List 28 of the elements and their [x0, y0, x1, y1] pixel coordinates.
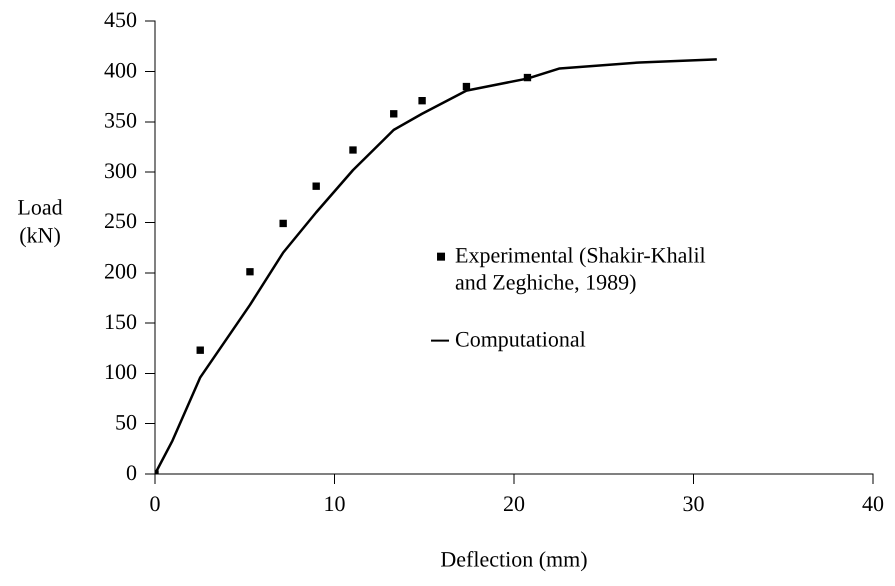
x-tick-label: 10 [324, 490, 346, 516]
point [390, 110, 398, 118]
y-tick-label: 350 [104, 108, 137, 133]
y-tick-label: 50 [115, 409, 137, 434]
y-tick-label: 450 [104, 6, 137, 32]
x-tick-label: 20 [503, 490, 525, 516]
point [279, 220, 287, 228]
y-tick-label: 250 [104, 208, 137, 234]
y-tick-label: 400 [104, 57, 137, 82]
point [246, 268, 254, 276]
x-tick-label: 0 [150, 490, 160, 516]
y-tick-label: 200 [104, 258, 137, 284]
point [524, 74, 532, 82]
x-axis-title: Deflection (mm) [440, 546, 588, 572]
x-tick-label: 30 [682, 490, 704, 516]
point [312, 182, 320, 190]
point [349, 146, 357, 154]
y-tick-label: 150 [104, 308, 137, 334]
point [462, 82, 470, 90]
y-axis-title: Load (kN) [17, 194, 63, 248]
point [418, 97, 426, 104]
y-tick-label: 0 [126, 460, 137, 485]
legend-label: Computational [455, 326, 586, 352]
legend-label: Experimental (Shakir-Khalil and Zeghiche, 1989) [455, 242, 706, 294]
y-tick-label: 100 [104, 359, 137, 384]
y-tick-label: 300 [104, 158, 137, 183]
point [196, 346, 204, 354]
x-tick-label: 40 [862, 490, 884, 516]
